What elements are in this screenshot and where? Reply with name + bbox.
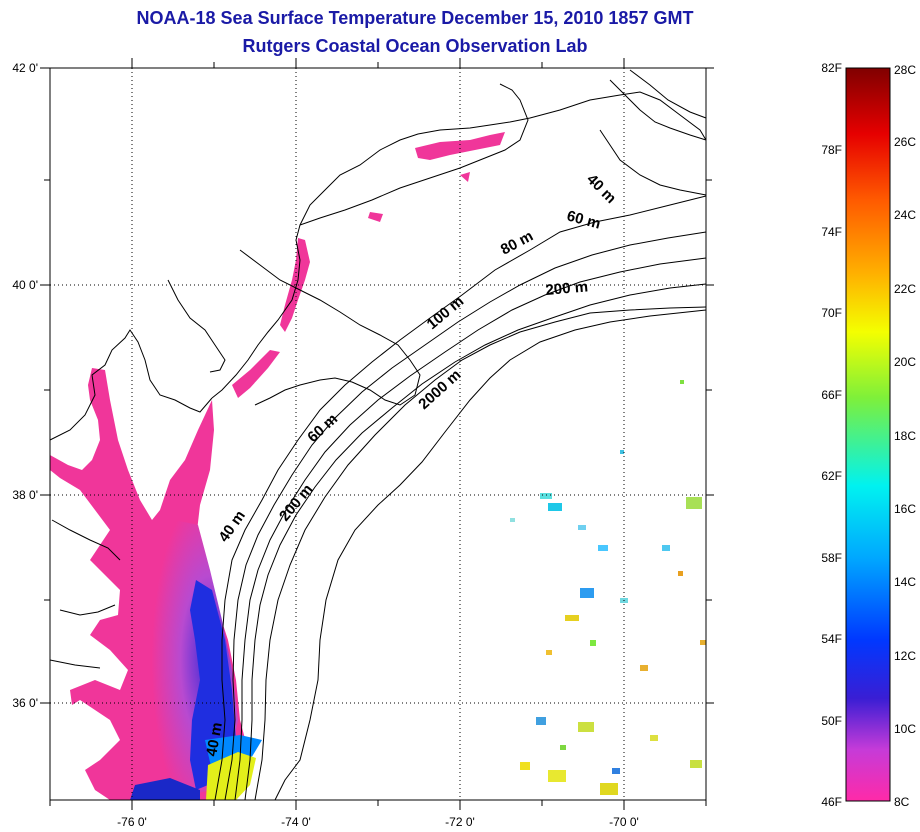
- map-title: NOAA-18 Sea Surface Temperature December…: [136, 8, 694, 28]
- cb-c-label: 16C: [894, 502, 916, 516]
- cb-f-label: 50F: [821, 714, 842, 728]
- colorbar-celsius-labels: 28C 26C 24C 22C 20C 18C 16C 14C 12C 10C …: [894, 63, 916, 809]
- lat-label: 36 0': [12, 696, 38, 710]
- longitude-labels: -76 0' -74 0' -72 0' -70 0': [117, 815, 639, 829]
- lat-label: 40 0': [12, 278, 38, 292]
- cb-c-label: 12C: [894, 649, 916, 663]
- cb-c-label: 10C: [894, 722, 916, 736]
- colorbar-fahrenheit-labels: 82F 78F 74F 70F 66F 62F 58F 54F 50F 46F: [821, 61, 842, 809]
- lat-label: 38 0': [12, 488, 38, 502]
- cb-c-label: 24C: [894, 208, 916, 222]
- contour-label: 200 m: [545, 278, 589, 299]
- lon-label: -74 0': [281, 815, 311, 829]
- bathymetry-contours: [214, 195, 707, 801]
- lat-label: 42 0': [12, 61, 38, 75]
- colorbar-gradient: [845, 67, 891, 802]
- cb-c-label: 14C: [894, 575, 916, 589]
- contour-label: 200 m: [276, 481, 316, 525]
- lon-label: -70 0': [609, 815, 639, 829]
- sst-offshore-pixels: [510, 380, 706, 795]
- cb-f-label: 58F: [821, 551, 842, 565]
- cb-c-label: 20C: [894, 355, 916, 369]
- lon-label: -72 0': [445, 815, 475, 829]
- cb-f-label: 66F: [821, 388, 842, 402]
- cb-f-label: 62F: [821, 469, 842, 483]
- cb-f-label: 70F: [821, 306, 842, 320]
- graticule: [50, 68, 706, 800]
- lon-label: -76 0': [117, 815, 147, 829]
- cb-f-label: 54F: [821, 632, 842, 646]
- cb-c-label: 28C: [894, 63, 916, 77]
- coastline: [49, 69, 707, 669]
- cb-c-label: 18C: [894, 429, 916, 443]
- cb-f-label: 82F: [821, 61, 842, 75]
- axis-ticks: [40, 58, 714, 810]
- colorbar: 82F 78F 74F 70F 66F 62F 58F 54F 50F 46F …: [821, 61, 916, 809]
- cb-f-label: 78F: [821, 143, 842, 157]
- cb-c-label: 26C: [894, 135, 916, 149]
- map-subtitle: Rutgers Coastal Ocean Observation Lab: [242, 36, 588, 56]
- cb-f-label: 46F: [821, 795, 842, 809]
- contour-label: 100 m: [424, 293, 468, 333]
- cb-c-label: 8C: [894, 795, 910, 809]
- contour-label: 40 m: [215, 508, 249, 546]
- cb-c-label: 22C: [894, 282, 916, 296]
- cb-f-label: 74F: [821, 225, 842, 239]
- contour-label: 80 m: [498, 227, 536, 258]
- contour-label: 40 m: [583, 171, 619, 207]
- contour-labels: 40 m 60 m 80 m 200 m 100 m 2000 m 60 m 4…: [203, 171, 619, 758]
- sst-shelf-water: [50, 132, 505, 800]
- contour-label: 40 m: [203, 721, 226, 758]
- latitude-labels: 42 0' 40 0' 38 0' 36 0': [12, 61, 38, 710]
